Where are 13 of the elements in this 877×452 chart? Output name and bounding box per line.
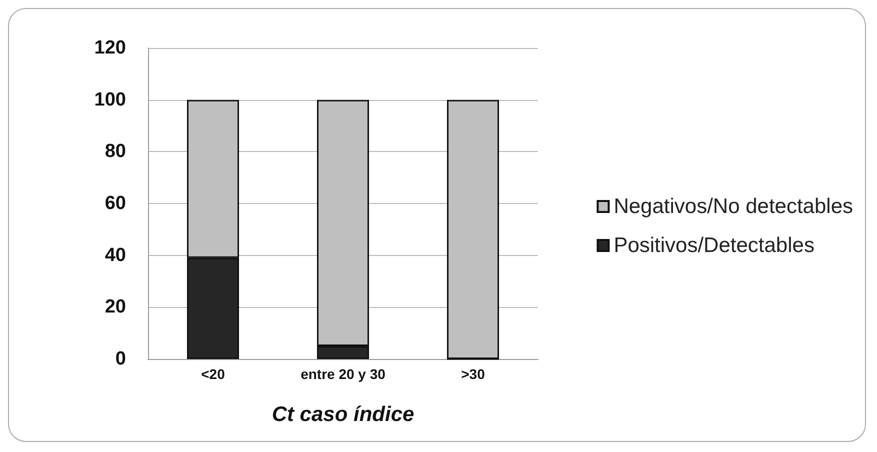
y-tick-label: 120 bbox=[94, 38, 126, 58]
x-axis-title: Ct caso índice bbox=[272, 403, 414, 426]
y-tick-label: 20 bbox=[104, 296, 126, 318]
x-tick-label: entre 20 y 30 bbox=[300, 366, 386, 382]
legend-label: Positivos/Detectables bbox=[614, 234, 814, 257]
y-tick-label: 0 bbox=[115, 348, 126, 370]
y-tick-label: 100 bbox=[94, 89, 126, 110]
y-tick-label: 40 bbox=[104, 244, 126, 266]
y-tick-label: 60 bbox=[104, 193, 126, 214]
x-tick-label: >30 bbox=[461, 366, 486, 382]
x-tick-label: <20 bbox=[201, 366, 226, 382]
legend-label: Negativos/No detectables bbox=[614, 195, 854, 218]
y-tick-label: 80 bbox=[104, 141, 126, 162]
